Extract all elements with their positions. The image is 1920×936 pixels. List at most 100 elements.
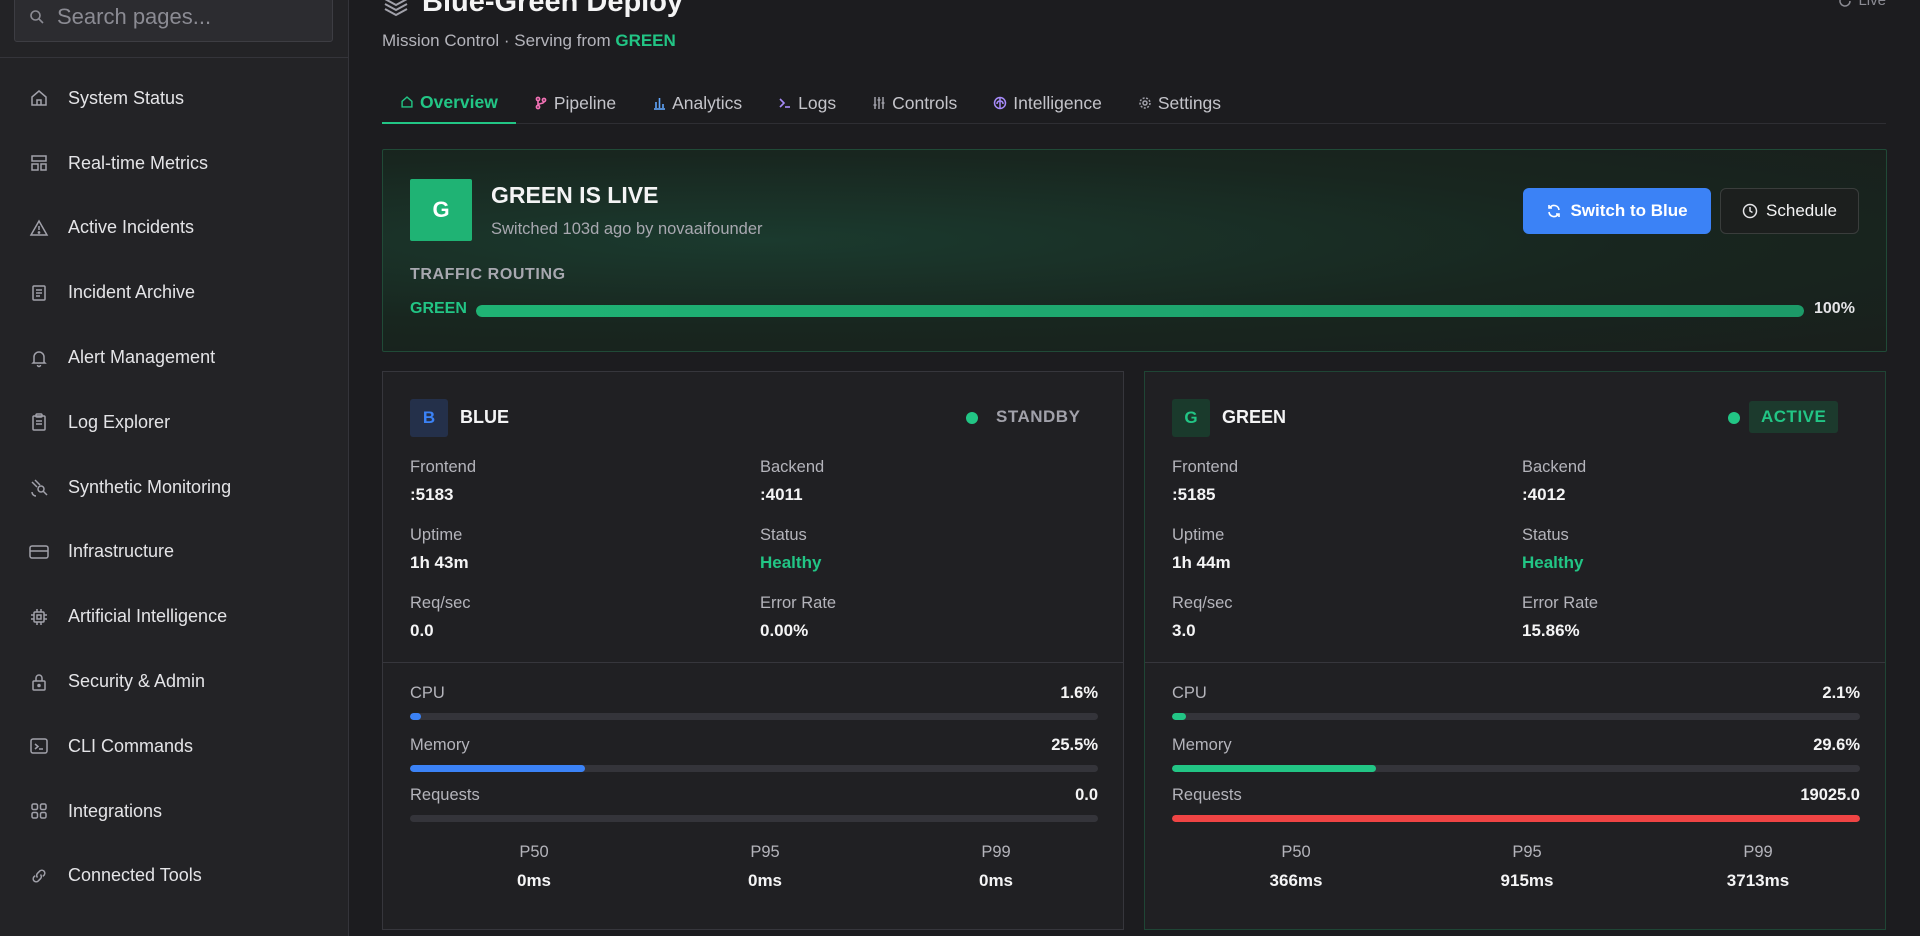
tab-bar: Overview Pipeline Analytics Logs Control… [382, 82, 1886, 124]
chip-icon [28, 606, 50, 628]
lock-icon [28, 671, 50, 693]
status-dot [966, 412, 978, 424]
page-subtitle: Mission Control · Serving from GREEN [382, 31, 676, 51]
frontend-field: Frontend :5183 [410, 458, 476, 505]
sidebar-item-log-explorer[interactable]: Log Explorer [0, 390, 349, 455]
cpu-bar-fill [410, 713, 421, 720]
status-label: Status [760, 526, 807, 544]
tab-analytics[interactable]: Analytics [634, 82, 760, 124]
refresh-icon [1839, 0, 1852, 7]
tab-overview[interactable]: Overview [382, 82, 516, 124]
sidebar-item-label: Security & Admin [68, 671, 206, 692]
live-title: GREEN IS LIVE [491, 182, 659, 208]
memory-bar [1172, 765, 1860, 772]
clock-icon [1742, 203, 1758, 219]
p99-value: 0ms [978, 871, 1014, 890]
tab-label: Controls [892, 92, 958, 113]
sidebar-item-incident-archive[interactable]: Incident Archive [0, 260, 349, 325]
uptime-value: 1h 43m [410, 553, 469, 572]
sidebar-item-realtime-metrics[interactable]: Real-time Metrics [0, 131, 349, 196]
error-rate-value: 15.86% [1522, 621, 1580, 640]
search-box[interactable] [14, 0, 333, 42]
sidebar-item-artificial-intelligence[interactable]: Artificial Intelligence [0, 584, 349, 649]
switch-info: Switched 103d ago by novaaifounder [491, 220, 763, 238]
error-rate-label: Error Rate [1522, 594, 1599, 612]
requests-bar [410, 815, 1098, 822]
frontend-value: :5185 [1172, 485, 1216, 504]
tab-pipeline[interactable]: Pipeline [516, 82, 634, 124]
p95-value: 915ms [1500, 871, 1554, 890]
reqsec-label: Req/sec [1172, 594, 1233, 612]
uptime-label: Uptime [410, 526, 463, 544]
p95-label: P95 [750, 843, 780, 861]
sliders-icon [873, 97, 885, 109]
p99-label: P99 [1743, 843, 1773, 861]
sidebar-item-connected-tools[interactable]: Connected Tools [0, 844, 349, 909]
serving-env: GREEN [615, 31, 676, 50]
p50-value: 366ms [1269, 871, 1323, 890]
cpu-metric: CPU 2.1% [1172, 684, 1860, 720]
sidebar-item-label: Synthetic Monitoring [68, 476, 232, 497]
tab-logs[interactable]: Logs [760, 82, 854, 124]
tab-settings[interactable]: Settings [1120, 82, 1239, 124]
env-badge: G [410, 179, 472, 241]
p95-latency: P95 915ms [1467, 843, 1587, 891]
frontend-field: Frontend :5185 [1172, 458, 1238, 505]
p95-label: P95 [1512, 843, 1542, 861]
sidebar-item-active-incidents[interactable]: Active Incidents [0, 196, 349, 261]
memory-value: 29.6% [1813, 736, 1860, 754]
link-icon [28, 865, 50, 887]
search-input[interactable] [57, 4, 317, 30]
sidebar-item-system-status[interactable]: System Status [0, 66, 349, 131]
sidebar-item-label: CLI Commands [68, 735, 194, 756]
terminal-icon [28, 735, 50, 757]
p50-value: 0ms [516, 871, 552, 890]
sidebar-item-alert-management[interactable]: Alert Management [0, 325, 349, 390]
tab-controls[interactable]: Controls [854, 82, 975, 124]
p99-latency: P99 3713ms [1698, 843, 1818, 891]
sidebar-nav: System Status Real-time Metrics Active I… [0, 66, 349, 908]
sidebar-item-label: Log Explorer [68, 411, 171, 432]
gear-icon [1139, 97, 1151, 109]
memory-metric: Memory 25.5% [410, 736, 1098, 772]
env-name: GREEN [1222, 407, 1287, 427]
cpu-bar [1172, 713, 1860, 720]
p95-value: 0ms [747, 871, 783, 890]
switch-label: Switch to Blue [1570, 201, 1688, 220]
backend-field: Backend :4012 [1522, 458, 1586, 505]
search-icon [30, 10, 44, 24]
uptime-value: 1h 44m [1172, 553, 1231, 572]
requests-label: Requests [1172, 786, 1242, 804]
p95-latency: P95 0ms [705, 843, 825, 891]
health-value: Healthy [1522, 553, 1584, 572]
requests-value: 0.0 [1075, 786, 1098, 804]
tab-intelligence[interactable]: Intelligence [975, 82, 1120, 124]
sidebar-item-integrations[interactable]: Integrations [0, 779, 349, 844]
reqsec-field: Req/sec 3.0 [1172, 594, 1233, 641]
refresh-icon [1548, 204, 1561, 218]
server-icon [28, 541, 50, 563]
tab-label: Overview [420, 91, 498, 112]
sidebar-item-synthetic-monitoring[interactable]: Synthetic Monitoring [0, 455, 349, 520]
tab-label: Logs [798, 92, 837, 113]
page-header: Blue-Green Deploy [382, 0, 683, 19]
branch-icon [535, 96, 547, 110]
sidebar-item-security-admin[interactable]: Security & Admin [0, 649, 349, 714]
sidebar-item-infrastructure[interactable]: Infrastructure [0, 520, 349, 585]
switch-to-blue-button[interactable]: Switch to Blue [1523, 188, 1711, 234]
card-divider [383, 662, 1123, 663]
status-badge: ACTIVE [1749, 401, 1839, 433]
schedule-button[interactable]: Schedule [1720, 188, 1859, 234]
env-badge: B [410, 399, 448, 437]
sidebar-item-cli-commands[interactable]: CLI Commands [0, 714, 349, 779]
backend-label: Backend [1522, 458, 1587, 476]
reqsec-field: Req/sec 0.0 [410, 594, 471, 641]
traffic-routing-bar [476, 305, 1804, 317]
bar-chart-icon [654, 98, 666, 110]
memory-label: Memory [1172, 736, 1232, 754]
error-rate-field: Error Rate 15.86% [1522, 594, 1598, 641]
cpu-value: 1.6% [1060, 684, 1098, 702]
cpu-bar-fill [1172, 713, 1187, 720]
subtitle-prefix: Mission Control · Serving from [382, 31, 616, 50]
backend-field: Backend :4011 [760, 458, 824, 505]
